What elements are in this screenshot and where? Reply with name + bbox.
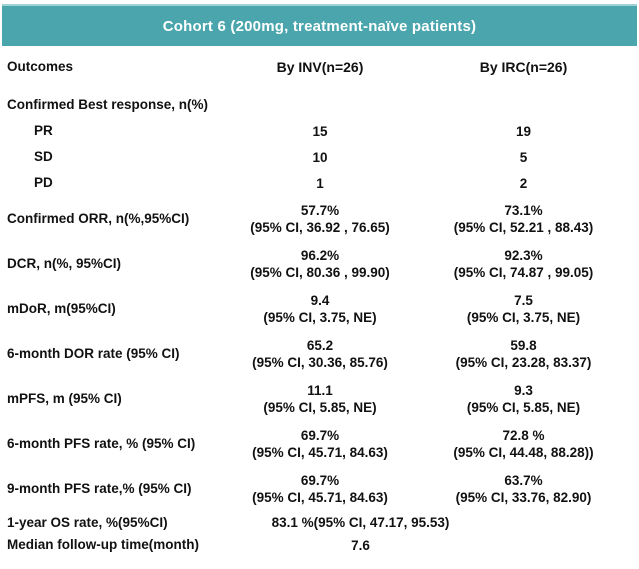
inv-cell: 69.7% (95% CI, 45.71, 84.63) <box>232 427 408 461</box>
table-title: Cohort 6 (200mg, treatment-naïve patient… <box>162 17 477 35</box>
row-label: mDoR, m(95%CI) <box>7 300 116 316</box>
irc-cell: 9.3 (95% CI, 5.85, NE) <box>408 382 639 416</box>
irc-cell: 72.8 % (95% CI, 44.48, 88.28)) <box>408 427 639 461</box>
irc-value: 19 <box>515 123 532 139</box>
section-header-row: Confirmed Best response, n(%) <box>0 92 639 118</box>
irc-value: 7.5 <box>514 292 533 308</box>
irc-cell: 7.5 (95% CI, 3.75, NE) <box>408 292 639 326</box>
irc-value: 59.8 <box>510 337 537 353</box>
row-label: Confirmed ORR, n(%,95%CI) <box>7 210 190 226</box>
inv-value: 11.1 <box>307 382 333 398</box>
inv-cell: 65.2 (95% CI, 30.36, 85.76) <box>232 337 408 371</box>
inv-value: 1 <box>316 175 324 191</box>
irc-cell: 73.1% (95% CI, 52.21 , 88.43) <box>408 202 639 236</box>
irc-cell: 63.7% (95% CI, 33.76, 82.90) <box>408 472 639 506</box>
irc-value: 92.3% <box>504 247 543 263</box>
irc-ci: (95% CI, 33.76, 82.90) <box>455 489 592 505</box>
span-value: 83.1 %(95% CI, 47.17, 95.53) <box>271 515 450 530</box>
inv-value: 65.2 <box>306 337 334 353</box>
table-row: 1-year OS rate, %(95%CI) 83.1 %(95% CI, … <box>0 511 639 534</box>
inv-value: 96.2% <box>300 247 340 263</box>
table-row: 6-month DOR rate (95% CI) 65.2 (95% CI, … <box>0 331 639 376</box>
table-row: mDoR, m(95%CI) 9.4 (95% CI, 3.75, NE) 7.… <box>0 286 639 331</box>
table-row: 9-month PFS rate,% (95% CI) 69.7% (95% C… <box>0 466 639 511</box>
span-value: 7.6 <box>351 537 370 553</box>
irc-ci: (95% CI, 23.28, 83.37) <box>455 354 592 370</box>
inv-cell: 9.4 (95% CI, 3.75, NE) <box>232 292 408 326</box>
irc-value: 72.8 % <box>502 427 545 443</box>
irc-ci: (95% CI, 74.87 , 99.05) <box>453 264 594 280</box>
inv-ci: (95% CI, 45.71, 84.63) <box>252 489 388 505</box>
inv-value: 69.7% <box>300 472 340 488</box>
irc-ci: (95% CI, 44.48, 88.28)) <box>453 444 594 460</box>
table-row: mPFS, m (95% CI) 11.1 (95% CI, 5.85, NE)… <box>0 376 639 421</box>
inv-cell: 57.7% (95% CI, 36.92 , 76.65) <box>232 202 408 236</box>
section-header-label: Confirmed Best response, n(%) <box>7 97 209 113</box>
irc-cell: 92.3% (95% CI, 74.87 , 99.05) <box>408 247 639 281</box>
inv-cell: 69.7% (95% CI, 45.71, 84.63) <box>232 472 408 506</box>
irc-cell: 59.8 (95% CI, 23.28, 83.37) <box>408 337 639 371</box>
row-label: 9-month PFS rate,% (95% CI) <box>7 480 192 496</box>
inv-value: 9.4 <box>310 292 330 308</box>
column-header-irc: By IRC(n=26) <box>479 59 568 75</box>
row-label: 1-year OS rate, %(95%CI) <box>7 514 168 530</box>
irc-value: 9.3 <box>514 382 533 398</box>
table-row: SD 10 5 <box>0 144 639 170</box>
irc-value: 63.7% <box>504 472 543 488</box>
inv-value: 10 <box>312 149 328 165</box>
irc-ci: (95% CI, 5.85, NE) <box>466 399 581 415</box>
inv-ci: (95% CI, 36.92 , 76.65) <box>250 219 390 235</box>
inv-ci: (95% CI, 5.85, NE) <box>263 399 377 415</box>
column-header-inv: By INV(n=26) <box>276 59 364 75</box>
inv-cell: 96.2% (95% CI, 80.36 , 99.90) <box>232 247 408 281</box>
table-row: PR 15 19 <box>0 118 639 144</box>
row-label: Median follow-up time(month) <box>7 537 199 553</box>
irc-ci: (95% CI, 52.21 , 88.43) <box>453 219 594 235</box>
row-label: PD <box>34 175 53 191</box>
inv-value: 57.7% <box>300 202 340 218</box>
inv-value: 15 <box>312 123 328 139</box>
row-label: mPFS, m (95% CI) <box>7 390 122 406</box>
inv-ci: (95% CI, 80.36 , 99.90) <box>250 264 390 280</box>
row-label: 6-month DOR rate (95% CI) <box>7 345 180 361</box>
inv-cell: 11.1 (95% CI, 5.85, NE) <box>232 382 408 416</box>
table-row: Median follow-up time(month) 7.6 <box>0 534 639 556</box>
table-row: PD 1 2 <box>0 170 639 196</box>
irc-value: 2 <box>519 175 528 191</box>
row-label: DCR, n(%, 95%CI) <box>7 255 122 271</box>
table-row: DCR, n(%, 95%CI) 96.2% (95% CI, 80.36 , … <box>0 241 639 286</box>
irc-ci: (95% CI, 3.75, NE) <box>466 309 581 325</box>
irc-value: 73.1% <box>504 202 543 218</box>
column-header-row: Outcomes By INV(n=26) By IRC(n=26) <box>0 52 639 82</box>
inv-value: 69.7% <box>300 427 340 443</box>
irc-value: 5 <box>519 149 528 165</box>
inv-ci: (95% CI, 30.36, 85.76) <box>252 354 388 370</box>
table-row: Confirmed ORR, n(%,95%CI) 57.7% (95% CI,… <box>0 196 639 241</box>
row-label: SD <box>34 149 53 165</box>
inv-ci: (95% CI, 45.71, 84.63) <box>252 444 388 460</box>
column-header-outcomes: Outcomes <box>7 59 74 75</box>
inv-ci: (95% CI, 3.75, NE) <box>263 309 377 325</box>
table-title-bar: Cohort 6 (200mg, treatment-naïve patient… <box>2 4 637 46</box>
row-label: PR <box>34 123 53 139</box>
table-row: 6-month PFS rate, % (95% CI) 69.7% (95% … <box>0 421 639 466</box>
row-label: 6-month PFS rate, % (95% CI) <box>7 435 196 451</box>
